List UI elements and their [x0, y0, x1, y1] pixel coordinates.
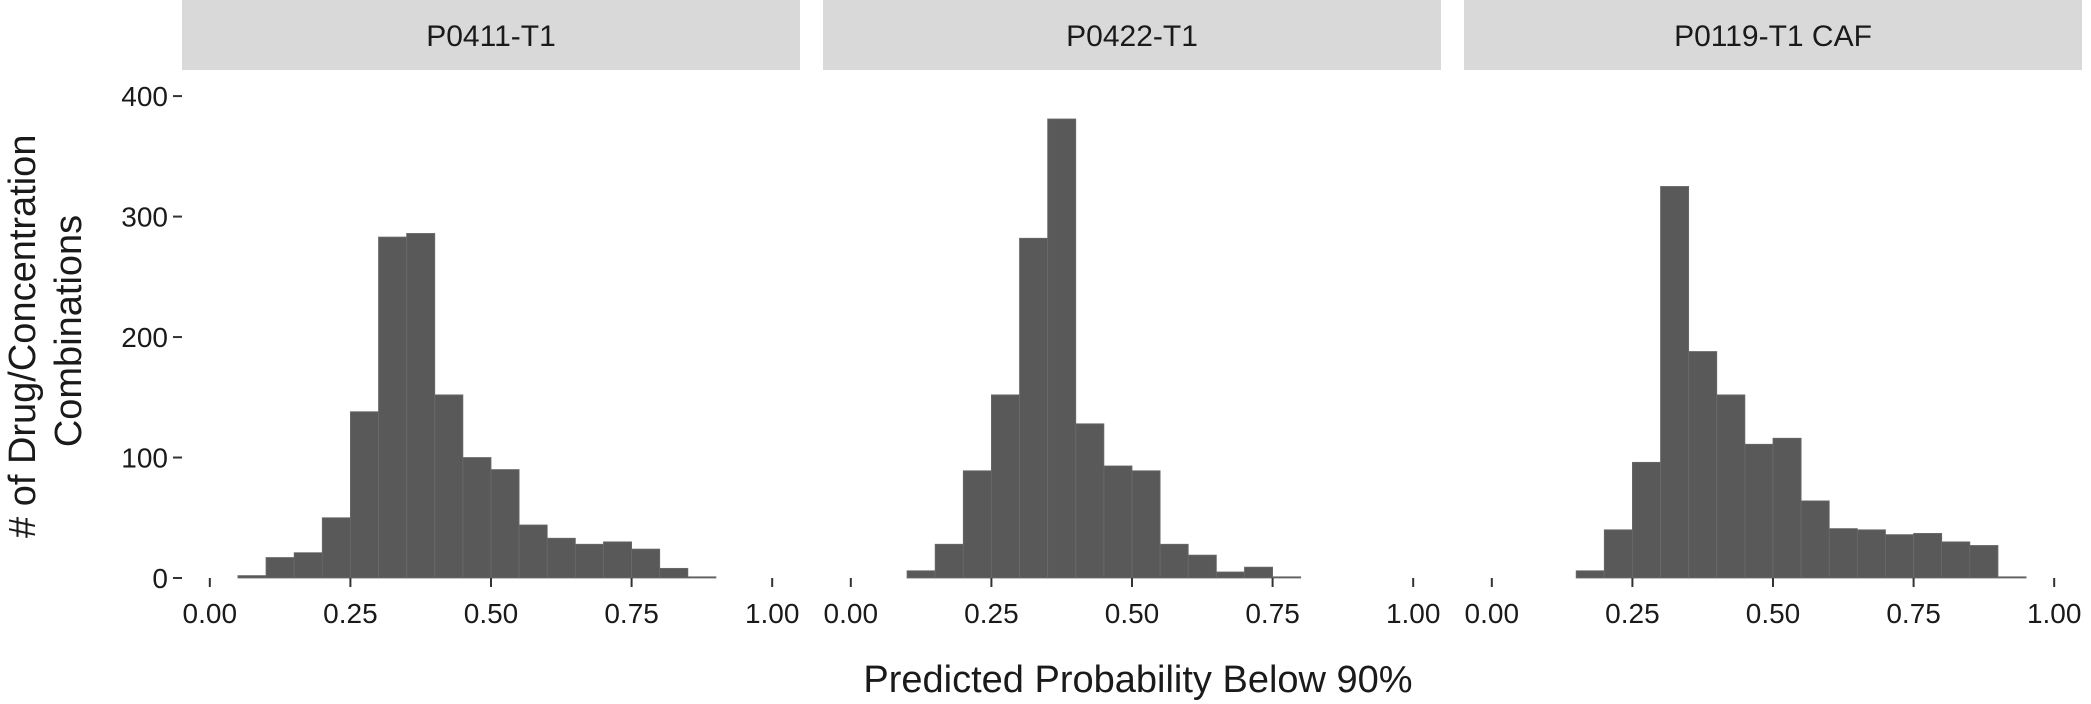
histogram-bar: [350, 411, 379, 579]
x-axis-title: Predicted Probability Below 90%: [863, 659, 1412, 701]
y-tick-label: 0: [152, 563, 168, 594]
histogram-bar: [1800, 500, 1830, 579]
histogram-bar: [1159, 543, 1189, 579]
facet-strip: [823, 0, 1441, 70]
histogram-bar: [237, 575, 267, 579]
histogram-bar: [1856, 529, 1886, 579]
histogram-bar: [1969, 545, 1999, 579]
x-tick-label: 0.00: [183, 598, 238, 629]
histogram-bar: [1187, 554, 1217, 579]
facet-strip-label: P0119-T1 CAF: [1674, 20, 1872, 53]
histogram-bar: [1716, 394, 1746, 579]
facet-strip: [182, 0, 800, 70]
histogram-bar: [991, 394, 1020, 579]
facet-panel: P0422-T1 0.00 0.25 0.50 0.75 1.00: [823, 0, 1441, 629]
x-tick-label: 0.75: [1886, 598, 1941, 629]
y-tick-label: 300: [121, 202, 168, 233]
histogram-bar: [1772, 437, 1802, 579]
histogram-bar: [1997, 576, 2027, 579]
facet-strip-label: P0422-T1: [1066, 20, 1198, 53]
x-tick-label: 1.00: [1386, 598, 1441, 629]
histogram-bar: [1215, 571, 1245, 579]
histogram-bar: [490, 469, 520, 579]
histogram-bar: [1019, 237, 1049, 579]
histogram-bar: [1660, 186, 1690, 579]
histogram-bar: [574, 543, 604, 579]
histogram-bar: [518, 524, 548, 579]
histogram-bar: [1047, 118, 1077, 579]
histogram-bar: [1885, 534, 1914, 579]
histogram-bar: [659, 567, 689, 579]
histogram-bar: [687, 576, 717, 579]
x-tick-label: 0.00: [824, 598, 879, 629]
x-tick-label: 0.75: [1245, 598, 1300, 629]
facet-panel: P0119-T1 CAF 0.00 0.25 0.50 0.75 1.00: [1464, 0, 2082, 629]
histogram-bar: [1244, 566, 1273, 579]
x-tick-label: 0.50: [464, 598, 519, 629]
histogram-bar: [1913, 533, 1943, 579]
histogram-bar: [962, 470, 992, 579]
histogram-bar: [265, 557, 295, 579]
x-tick-label: 0.50: [1105, 598, 1160, 629]
x-tick-label: 0.75: [604, 598, 659, 629]
histogram-bar: [934, 543, 964, 579]
y-tick-label: 100: [121, 443, 168, 474]
y-tick-label: 200: [121, 322, 168, 353]
histogram-bar: [1744, 443, 1774, 579]
histogram-bar: [406, 233, 436, 579]
y-tick-label: 400: [121, 81, 168, 112]
histogram-bar: [1828, 528, 1858, 579]
histogram-bar: [1272, 576, 1302, 579]
histogram-bar: [603, 541, 632, 579]
histogram-bar: [1075, 423, 1105, 579]
histogram-bar: [546, 537, 576, 579]
histogram-bar: [1603, 529, 1633, 579]
y-axis: 0 100 200 300 400: [121, 81, 182, 594]
y-axis-title: # of Drug/Concentration Combinations: [2, 124, 90, 538]
histogram-bar: [906, 570, 936, 579]
histogram-bar: [321, 517, 351, 579]
histogram-bar: [462, 457, 492, 579]
x-tick-label: 1.00: [745, 598, 800, 629]
x-tick-label: 0.00: [1465, 598, 1520, 629]
histogram-bar: [1941, 541, 1971, 579]
histogram-bar: [1103, 465, 1133, 579]
facet-strip-label: P0411-T1: [426, 20, 556, 53]
facet-panels: P0411-T1 0.00 0.25 0.50 0.75 1.00 P0422-T1 0.00…: [182, 0, 2082, 629]
facet-panel: P0411-T1 0.00 0.25 0.50 0.75 1.00: [182, 0, 800, 629]
x-tick-label: 0.25: [964, 598, 1019, 629]
histogram-bar: [631, 548, 661, 579]
histogram-bar: [378, 236, 408, 579]
histogram-bar: [434, 394, 464, 579]
histogram-bar: [1131, 470, 1161, 579]
x-tick-label: 0.25: [1605, 598, 1660, 629]
facet-strip: [1464, 0, 2082, 70]
histogram-bar: [1632, 461, 1661, 579]
x-tick-label: 0.25: [323, 598, 378, 629]
histogram-bar: [293, 552, 323, 579]
x-tick-label: 1.00: [2027, 598, 2082, 629]
x-tick-label: 0.50: [1746, 598, 1801, 629]
histogram-bar: [1688, 351, 1718, 579]
histogram-bar: [1575, 570, 1605, 579]
